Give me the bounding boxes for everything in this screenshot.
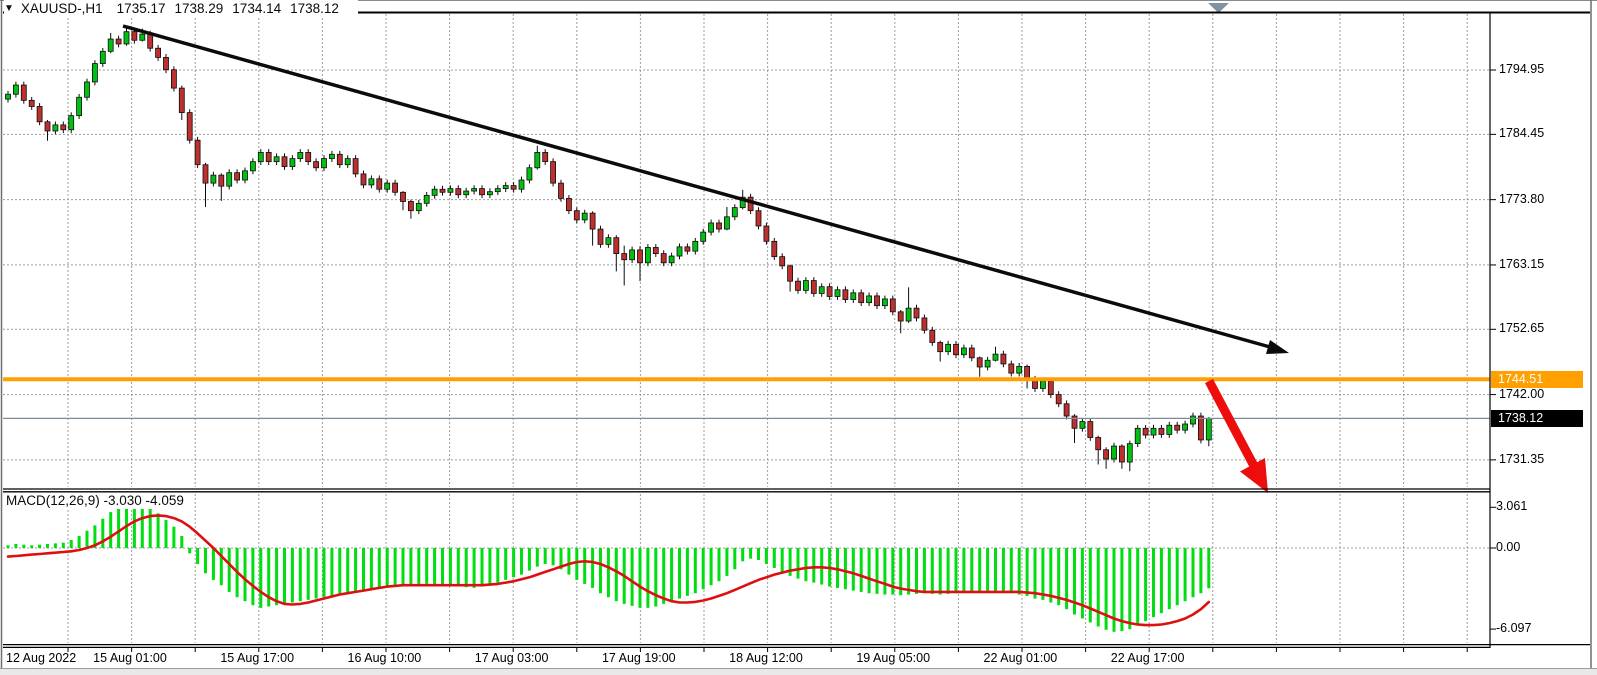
symbol-period-label: XAUUSD-,H1 xyxy=(20,0,103,16)
time-axis-label: 17 Aug 03:00 xyxy=(474,651,549,665)
ohlc-open: 1735.17 xyxy=(116,0,166,16)
red-down-arrow[interactable] xyxy=(1205,378,1258,469)
chart-shift-marker-icon[interactable] xyxy=(1208,3,1229,13)
time-axis-label: 17 Aug 19:00 xyxy=(601,651,676,665)
price-axis-label: 1731.35 xyxy=(1499,451,1545,466)
macd-axis-label: 0.00 xyxy=(1496,540,1521,554)
time-axis-label: 19 Aug 05:00 xyxy=(856,651,931,665)
one-click-trading-collapse-icon[interactable]: ▼ xyxy=(4,2,14,14)
time-axis-label: 16 Aug 10:00 xyxy=(347,651,422,665)
price-axis-label: 1773.80 xyxy=(1499,191,1545,206)
macd-indicator-label: MACD(12,26,9) -3.030 -4.059 xyxy=(4,493,190,509)
price-axis-label: 1794.95 xyxy=(1499,62,1545,76)
trendline[interactable] xyxy=(122,24,1271,349)
price-axis-label: 1784.45 xyxy=(1499,126,1545,141)
macd-axis-label: -6.097 xyxy=(1496,621,1532,636)
ohlc-low: 1734.14 xyxy=(232,0,282,16)
time-axis-label: 12 Aug 2022 xyxy=(6,651,77,665)
macd-axis-label: 3.061 xyxy=(1496,499,1528,514)
time-axis-label: 15 Aug 01:00 xyxy=(93,651,167,665)
price-axis-label: 1742.00 xyxy=(1499,386,1545,401)
current-price-badge: 1738.12 xyxy=(1491,409,1583,427)
time-axis-label: 22 Aug 17:00 xyxy=(1110,651,1185,665)
time-axis-label: 15 Aug 17:00 xyxy=(220,651,295,665)
time-axis-label: 22 Aug 01:00 xyxy=(983,651,1058,665)
price-axis-label: 1763.15 xyxy=(1499,256,1545,271)
red-arrowhead-icon[interactable] xyxy=(1240,458,1268,493)
trendline-arrowhead-icon[interactable] xyxy=(1266,340,1289,354)
chart-header: ▼ XAUUSD-,H1 1735.17 1738.29 1734.14 173… xyxy=(4,0,358,16)
ohlc-close: 1738.12 xyxy=(290,0,339,16)
ohlc-high: 1738.29 xyxy=(174,0,224,16)
price-axis-label: 1752.65 xyxy=(1499,321,1545,336)
orange-price-level-badge: 1744.51 xyxy=(1491,370,1583,388)
time-axis-label: 18 Aug 12:00 xyxy=(729,651,803,665)
price-axis[interactable] xyxy=(1491,13,1590,668)
